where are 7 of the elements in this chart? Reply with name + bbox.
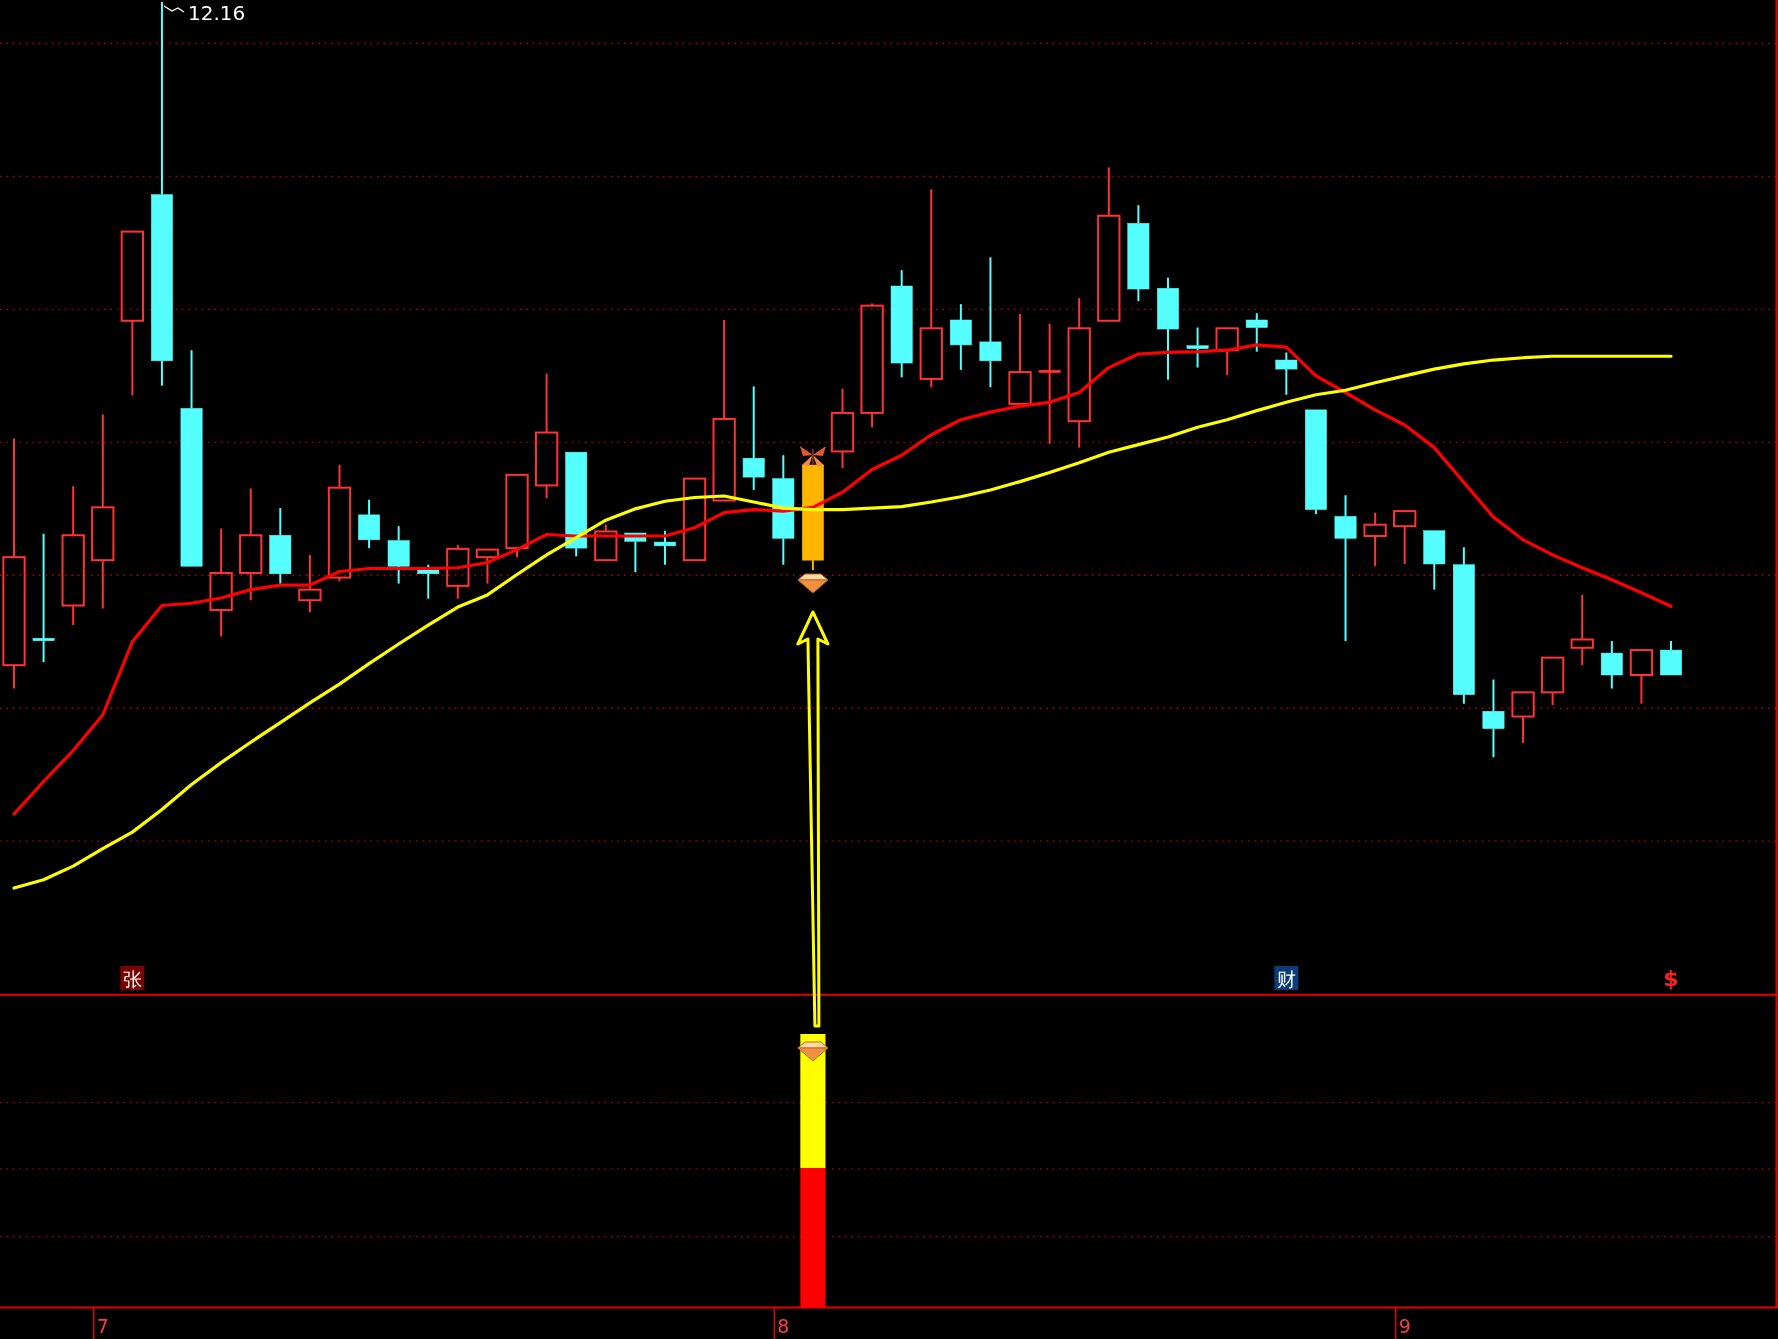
marker: 张 bbox=[120, 966, 145, 990]
x-tick-label: 7 bbox=[96, 1314, 109, 1337]
marker: $ bbox=[1663, 966, 1679, 991]
x-tick-label: 9 bbox=[1398, 1314, 1411, 1337]
annotation: 12.16 bbox=[187, 1, 246, 25]
marker: 财 bbox=[1274, 966, 1299, 990]
x-tick-label: 8 bbox=[777, 1314, 790, 1337]
